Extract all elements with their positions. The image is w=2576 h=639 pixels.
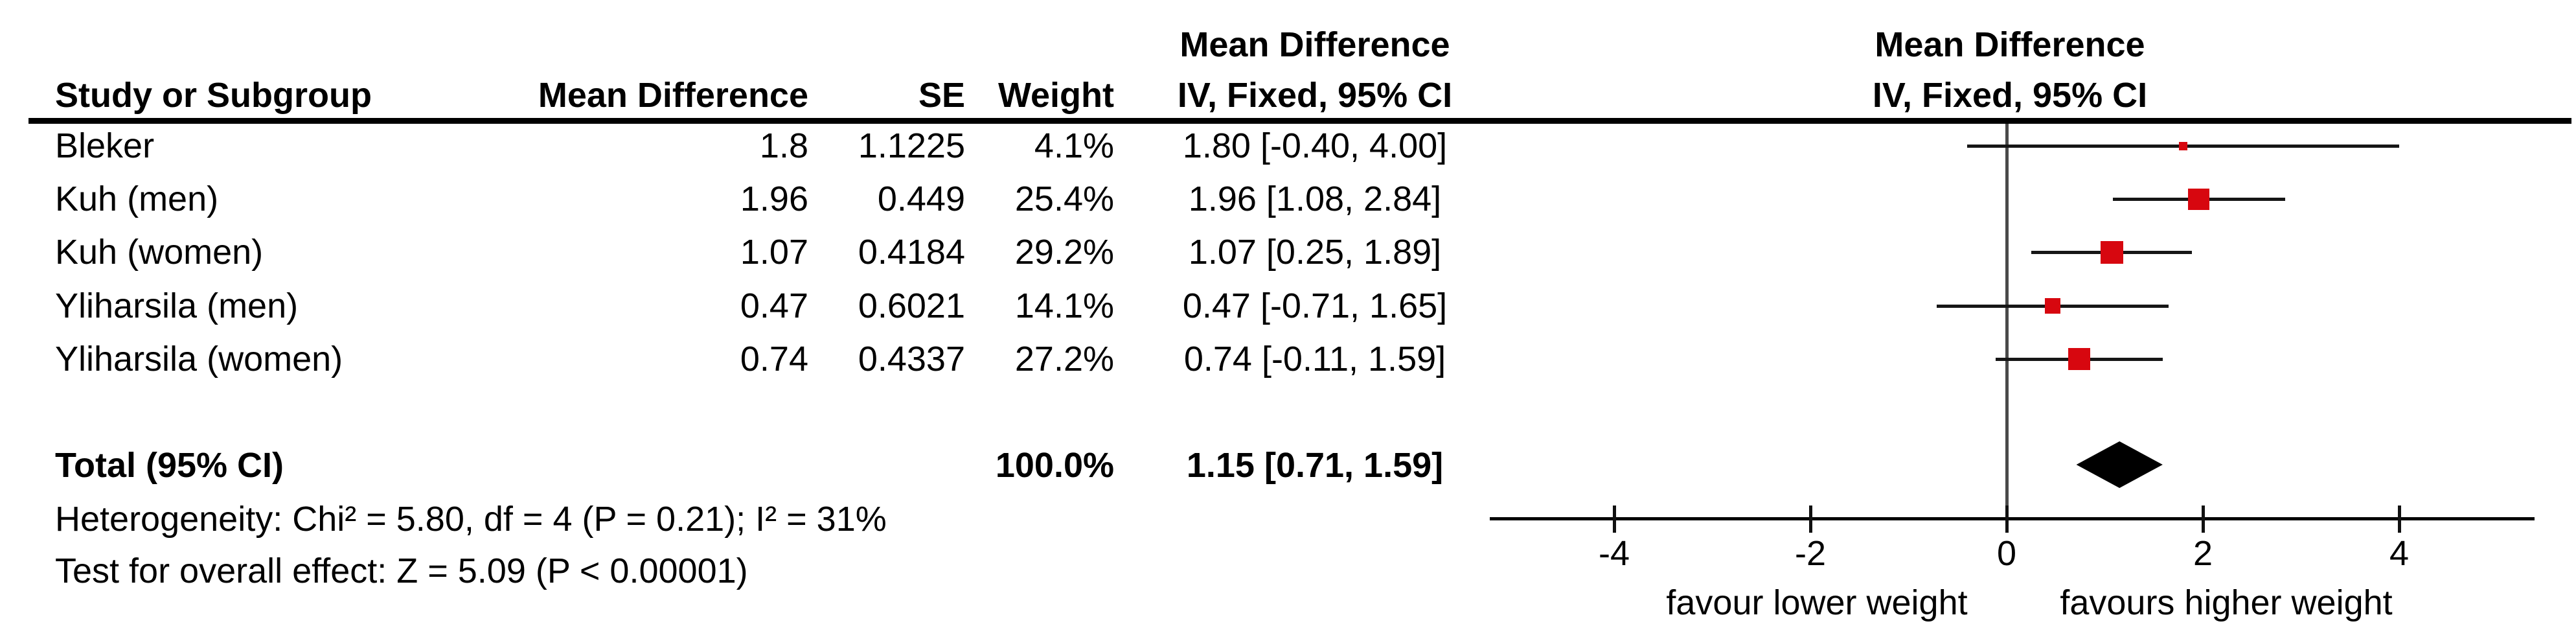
table-row: Yliharsila (men) 0.47 0.6021 14.1% 0.47 [-0.…	[0, 287, 2576, 325]
effect-marker	[2068, 348, 2091, 370]
ci-text: 0.47 [-0.71, 1.65]	[1182, 286, 1448, 325]
weight-value: 14.1%	[1014, 286, 1114, 325]
total-weight: 100.0%	[995, 446, 1114, 485]
mean-difference-value: 0.74	[740, 340, 808, 378]
axis-tick-label: 0	[1996, 534, 2017, 573]
se-value: 0.4184	[858, 233, 965, 272]
weight-value: 25.4%	[1014, 180, 1114, 218]
ci-text: 1.07 [0.25, 1.89]	[1188, 233, 1442, 272]
study-name: Kuh (women)	[55, 233, 264, 272]
effect-marker	[2179, 141, 2188, 150]
study-name: Bleker	[55, 126, 155, 165]
axis-tick-label: -2	[1794, 534, 1826, 573]
right-effect-header: Mean Difference	[1875, 25, 2145, 64]
column-header-mean-difference: Mean Difference	[538, 76, 808, 115]
header-rule	[28, 118, 2571, 124]
study-name: Kuh (men)	[55, 180, 219, 218]
table-row: Bleker 1.8 1.1225 4.1% 1.80 [-0.40, 4.00]	[0, 127, 2576, 165]
axis-tick	[2005, 505, 2009, 533]
axis-tick-label: -4	[1598, 534, 1630, 573]
axis-caption-right: favours higher weight	[2060, 583, 2393, 622]
weight-value: 29.2%	[1014, 233, 1114, 272]
weight-value: 27.2%	[1014, 340, 1114, 378]
overall-effect-stats: Test for overall effect: Z = 5.09 (P < 0…	[55, 552, 748, 590]
mean-difference-value: 1.8	[759, 126, 808, 165]
ci-text: 1.96 [1.08, 2.84]	[1188, 180, 1442, 218]
effect-marker	[2188, 188, 2210, 210]
plot-header-ci-method: IV, Fixed, 95% CI	[1872, 76, 2148, 115]
zero-line	[2005, 124, 2009, 533]
mean-difference-value: 0.47	[740, 286, 808, 325]
table-row: Kuh (women) 1.07 0.4184 29.2% 1.07 [0.25, 1.…	[0, 233, 2576, 271]
column-header-se: SE	[918, 76, 965, 115]
ci-text: 1.80 [-0.40, 4.00]	[1182, 126, 1448, 165]
se-value: 0.4337	[858, 340, 965, 378]
total-label: Total (95% CI)	[55, 446, 284, 485]
axis-tick	[2202, 505, 2205, 533]
table-row: Yliharsila (women) 0.74 0.4337 27.2% 0.74 [-…	[0, 340, 2576, 378]
table-row: Kuh (men) 1.96 0.449 25.4% 1.96 [1.08, 2.84]	[0, 180, 2576, 218]
column-header-weight: Weight	[998, 76, 1114, 115]
column-header-study: Study or Subgroup	[55, 76, 372, 115]
axis-tick	[1809, 505, 1812, 533]
total-row: Total (95% CI) 100.0% 1.15 [0.71, 1.59]	[0, 447, 2576, 484]
effect-marker	[2100, 240, 2123, 264]
se-value: 0.449	[877, 180, 965, 218]
column-header-ci-method: IV, Fixed, 95% CI	[1177, 76, 1453, 115]
ci-text: 0.74 [-0.11, 1.59]	[1183, 340, 1446, 378]
effect-marker	[2045, 298, 2061, 314]
axis-tick	[2398, 505, 2401, 533]
mean-difference-value: 1.96	[740, 180, 808, 218]
axis-caption-left: favour lower weight	[1666, 583, 1968, 622]
study-name: Yliharsila (men)	[55, 286, 299, 325]
axis-tick-label: 2	[2193, 534, 2213, 573]
left-effect-header: Mean Difference	[1180, 25, 1450, 64]
weight-value: 4.1%	[1034, 126, 1114, 165]
axis-tick-label: 4	[2389, 534, 2410, 573]
x-axis-line	[1490, 517, 2535, 520]
axis-tick	[1613, 505, 1616, 533]
heterogeneity-stats: Heterogeneity: Chi² = 5.80, df = 4 (P = …	[55, 500, 887, 539]
study-name: Yliharsila (women)	[55, 340, 343, 378]
mean-difference-value: 1.07	[740, 233, 808, 272]
se-value: 1.1225	[858, 126, 965, 165]
se-value: 0.6021	[858, 286, 965, 325]
total-ci-text: 1.15 [0.71, 1.59]	[1186, 446, 1444, 485]
